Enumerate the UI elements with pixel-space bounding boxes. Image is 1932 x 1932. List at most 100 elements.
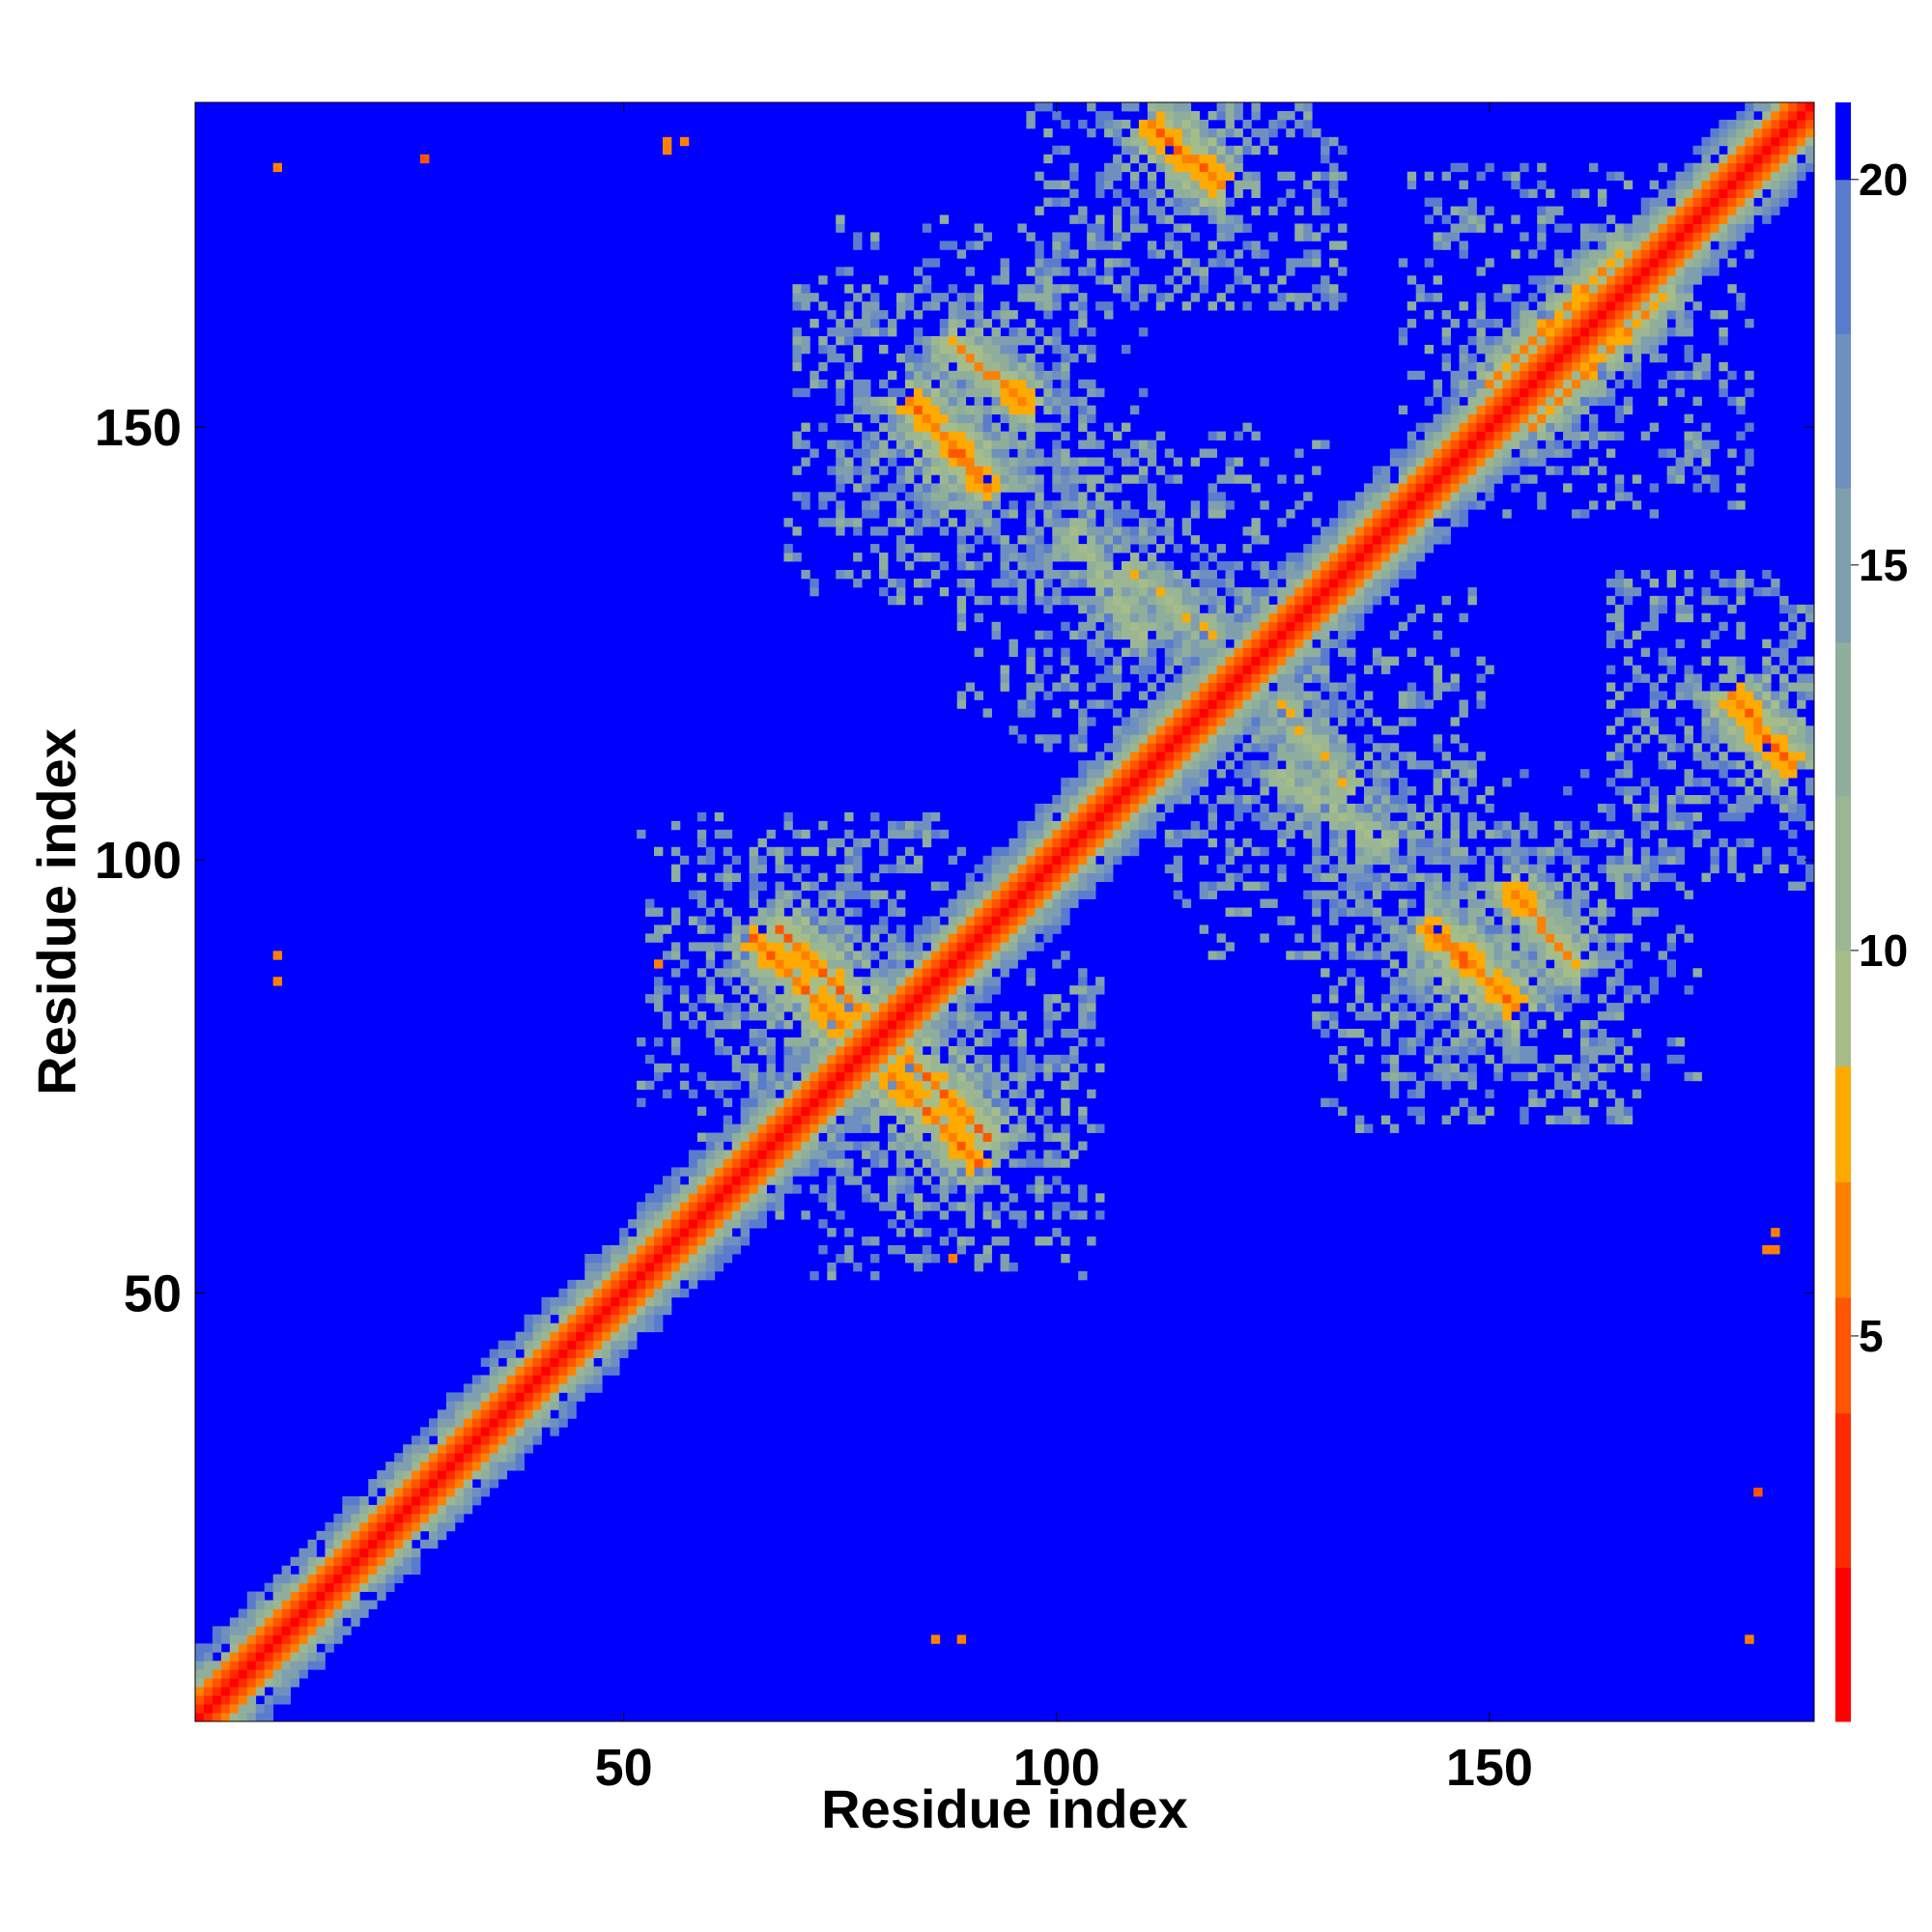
heatmap-cell	[731, 959, 742, 969]
heatmap-cell	[895, 310, 906, 320]
heatmap-cell	[948, 440, 958, 449]
heatmap-cell	[1147, 795, 1157, 805]
heatmap-cell	[1208, 656, 1217, 666]
heatmap-cell	[1260, 743, 1269, 753]
heatmap-cell	[1277, 656, 1287, 666]
heatmap-cell	[939, 1089, 950, 1099]
heatmap-cell	[645, 1202, 655, 1211]
heatmap-cell	[255, 1652, 266, 1662]
heatmap-cell	[913, 977, 923, 986]
heatmap-cell	[394, 1513, 404, 1523]
heatmap-cell	[238, 1617, 248, 1627]
heatmap-cell	[853, 1045, 863, 1056]
heatmap-cell	[982, 1071, 992, 1082]
heatmap-cell	[611, 1296, 620, 1307]
heatmap-cell	[1155, 769, 1166, 779]
heatmap-cell	[679, 1210, 690, 1220]
heatmap-cell	[991, 578, 1001, 588]
heatmap-cell	[1078, 786, 1088, 796]
heatmap-cell	[982, 492, 992, 501]
heatmap-cell	[783, 942, 793, 952]
heatmap-cell	[723, 1080, 733, 1091]
heatmap-cell	[1035, 890, 1044, 899]
heatmap-cell	[757, 1028, 767, 1038]
heatmap-cell	[403, 1444, 412, 1454]
heatmap-cell	[895, 509, 906, 519]
heatmap-cell	[654, 1262, 664, 1272]
heatmap-cell	[731, 1141, 742, 1151]
heatmap-cell	[1095, 387, 1105, 398]
heatmap-cell	[1164, 760, 1175, 770]
heatmap-cell	[325, 1617, 334, 1627]
heatmap-cell	[895, 1184, 906, 1194]
heatmap-cell	[1199, 569, 1209, 580]
heatmap-cell	[298, 1626, 308, 1635]
heatmap-cell	[853, 933, 863, 943]
heatmap-cell	[974, 284, 983, 294]
heatmap-cell	[853, 1176, 863, 1185]
heatmap-cell	[810, 1089, 819, 1099]
heatmap-cell	[1321, 752, 1330, 761]
heatmap-cell	[307, 1661, 317, 1670]
heatmap-cell	[827, 924, 837, 934]
heatmap-cell	[948, 1028, 958, 1038]
heatmap-cell	[1095, 232, 1105, 242]
heatmap-cell	[922, 994, 932, 1004]
heatmap-cell	[1043, 994, 1053, 1004]
heatmap-cell	[1277, 752, 1287, 761]
heatmap-cell	[827, 1028, 837, 1038]
heatmap-cell	[1389, 518, 1400, 527]
heatmap-cell	[904, 1028, 915, 1038]
heatmap-cell	[1389, 838, 1400, 848]
heatmap-cell	[1026, 691, 1036, 700]
heatmap-cell	[991, 500, 1001, 510]
heatmap-cell	[1199, 734, 1209, 744]
heatmap-cell	[844, 855, 854, 866]
heatmap-cell	[740, 1045, 750, 1056]
heatmap-cell	[611, 1245, 620, 1255]
heatmap-cell	[1260, 734, 1269, 744]
heatmap-cell	[1312, 301, 1321, 311]
heatmap-cell	[956, 942, 967, 952]
heatmap-cell	[836, 1054, 845, 1065]
heatmap-cell	[454, 1462, 465, 1471]
heatmap-cell	[1234, 803, 1243, 813]
heatmap-cell	[705, 1236, 716, 1246]
heatmap-cell	[351, 1521, 360, 1532]
heatmap-cell	[1234, 249, 1243, 259]
heatmap-cell	[1268, 569, 1278, 580]
heatmap-cell	[229, 1669, 240, 1679]
heatmap-cell	[982, 1089, 992, 1099]
heatmap-cell	[1078, 267, 1088, 276]
heatmap-cell	[801, 907, 810, 917]
heatmap-cell	[1260, 786, 1269, 796]
heatmap-cell	[862, 301, 871, 311]
heatmap-cell	[1363, 1123, 1374, 1133]
heatmap-cell	[532, 1418, 542, 1428]
heatmap-cell	[1234, 162, 1243, 173]
heatmap-cell	[783, 1097, 793, 1108]
heatmap-cell	[1017, 881, 1027, 891]
heatmap-cell	[1286, 778, 1295, 787]
heatmap-cell	[1129, 803, 1140, 813]
heatmap-cell	[1208, 171, 1217, 182]
heatmap-cell	[1312, 898, 1321, 908]
heatmap-cell	[844, 301, 854, 311]
heatmap-cell	[1026, 232, 1036, 242]
heatmap-cell	[1208, 682, 1217, 692]
heatmap-cell	[766, 1045, 776, 1056]
heatmap-cell	[844, 310, 854, 320]
heatmap-cell	[1251, 249, 1261, 259]
heatmap-cell	[662, 1063, 672, 1073]
heatmap-cell	[1216, 128, 1226, 138]
heatmap-cell	[463, 1495, 473, 1506]
heatmap-cell	[1277, 586, 1287, 597]
heatmap-cell	[1389, 1054, 1400, 1065]
heatmap-cell	[1173, 595, 1183, 606]
heatmap-cell	[1026, 110, 1036, 121]
heatmap-cell	[1321, 890, 1330, 899]
heatmap-cell	[844, 1097, 854, 1108]
heatmap-cell	[982, 872, 992, 883]
heatmap-cell	[810, 968, 819, 978]
heatmap-cell	[965, 1080, 976, 1091]
